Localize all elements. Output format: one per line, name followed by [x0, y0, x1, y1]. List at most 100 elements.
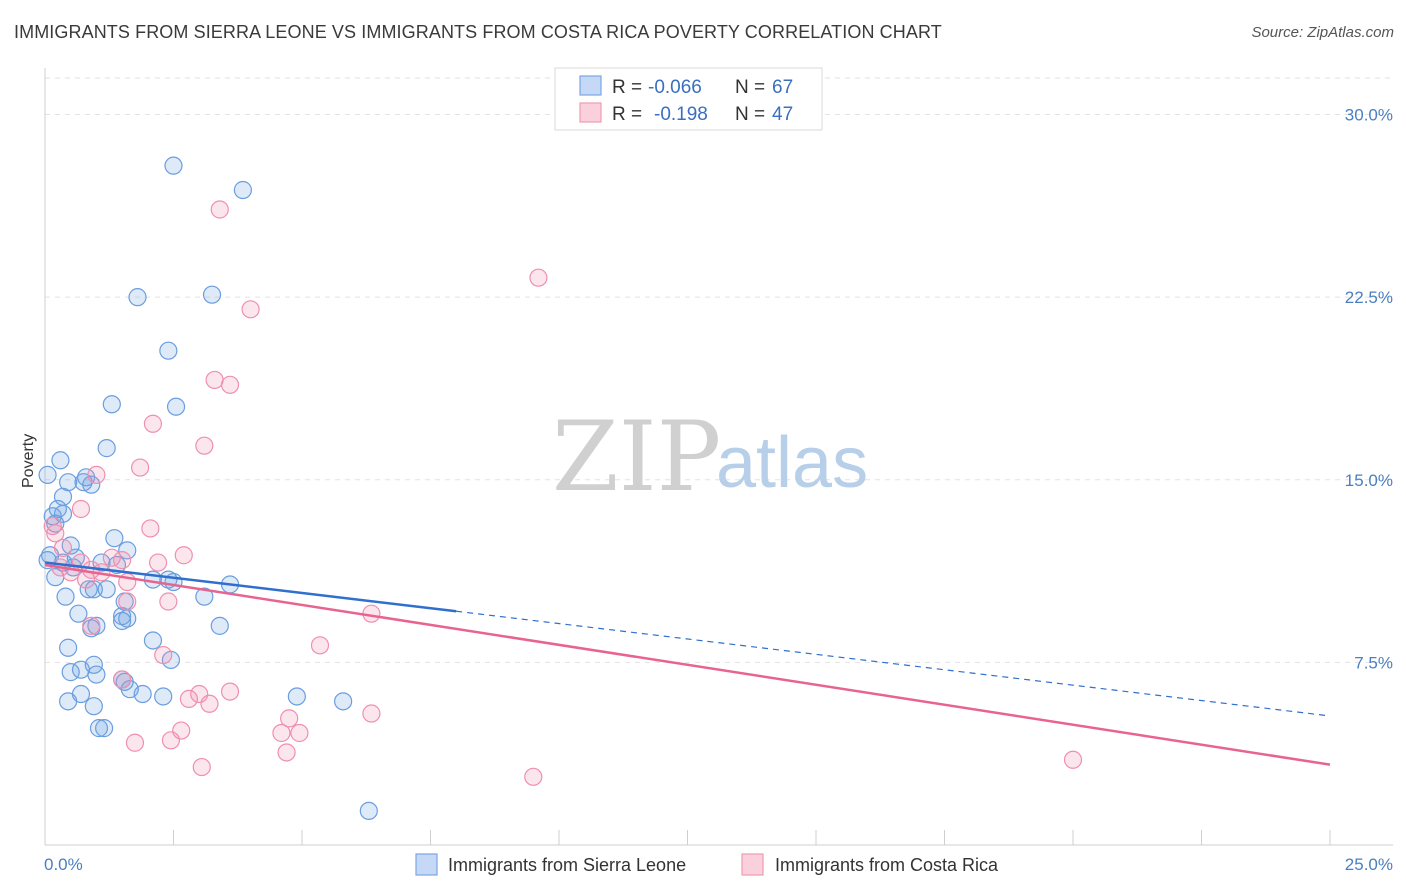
data-point-costa-rica — [210, 200, 229, 219]
y-tick-label: 30.0% — [1345, 106, 1393, 125]
data-point-sierra-leone — [359, 801, 378, 821]
data-point-costa-rica — [125, 733, 145, 752]
legend-r-value-sierra-leone: -0.066 — [648, 77, 702, 98]
data-point-costa-rica — [195, 436, 214, 455]
data-point-sierra-leone — [112, 611, 132, 631]
data-point-costa-rica — [179, 689, 199, 709]
data-point-sierra-leone — [334, 692, 353, 711]
data-point-costa-rica — [148, 553, 168, 572]
data-point-costa-rica — [174, 546, 193, 565]
data-point-sierra-leone — [59, 638, 78, 657]
data-point-sierra-leone — [195, 587, 214, 606]
data-point-costa-rica — [205, 370, 224, 390]
legend-n-value-costa-rica: 47 — [772, 104, 793, 125]
x-tick-labels: 0.0% 25.0% — [44, 855, 1393, 874]
data-point-costa-rica — [280, 709, 299, 728]
data-point-sierra-leone — [154, 687, 173, 706]
data-point-costa-rica — [46, 524, 65, 543]
y-tick-label: 22.5% — [1345, 288, 1393, 307]
legend-n-value-sierra-leone: 67 — [772, 77, 793, 98]
data-point-costa-rica — [71, 499, 91, 519]
legend-r-label: R = — [612, 104, 642, 125]
trend-line-sierra-leone — [44, 561, 457, 613]
y-tick-label: 7.5% — [1354, 653, 1393, 672]
data-point-costa-rica — [310, 636, 330, 655]
x-tick-label: 0.0% — [44, 855, 83, 874]
data-point-sierra-leone — [97, 580, 116, 599]
grid-lines — [45, 77, 1393, 663]
data-point-costa-rica — [529, 268, 548, 287]
data-point-sierra-leone — [95, 719, 114, 738]
data-point-costa-rica — [53, 538, 73, 558]
data-point-sierra-leone — [164, 156, 183, 175]
data-point-costa-rica — [143, 414, 163, 433]
data-point-costa-rica — [87, 465, 106, 484]
data-point-sierra-leone — [92, 553, 111, 572]
watermark-atlas: atlas — [716, 423, 868, 503]
data-point-costa-rica — [220, 682, 240, 701]
data-point-sierra-leone — [84, 580, 103, 599]
data-point-costa-rica — [220, 375, 240, 394]
legend-r-value-costa-rica: -0.198 — [654, 104, 708, 125]
series-sierra-leone — [38, 156, 378, 821]
legend-r-label: R = — [612, 77, 642, 98]
data-point-sierra-leone — [118, 541, 137, 560]
data-point-sierra-leone — [128, 288, 147, 307]
trend-line-sierra-leone-extension — [456, 610, 1331, 717]
bottom-legend-swatch-sierra-leone — [415, 853, 438, 876]
data-point-sierra-leone — [46, 514, 65, 533]
watermark-zip: ZIP — [552, 401, 721, 513]
series-costa-rica — [43, 200, 1083, 786]
data-point-costa-rica — [118, 592, 137, 611]
legend-swatch-sierra-leone — [579, 75, 602, 96]
data-point-costa-rica — [524, 767, 543, 786]
data-point-sierra-leone — [143, 631, 163, 650]
data-point-costa-rica — [154, 645, 173, 665]
data-point-sierra-leone — [38, 465, 57, 484]
data-point-sierra-leone — [56, 587, 75, 606]
data-point-costa-rica — [43, 516, 62, 536]
data-point-sierra-leone — [133, 684, 152, 704]
data-point-costa-rica — [159, 592, 178, 611]
bottom-legend-label-sierra-leone: Immigrants from Sierra Leone — [448, 855, 686, 875]
y-tick-labels: 7.5% 15.0% 22.5% 30.0% — [1345, 106, 1393, 673]
data-point-costa-rica — [192, 757, 211, 777]
data-point-costa-rica — [272, 723, 291, 743]
legend-n-label: N = — [735, 104, 765, 125]
source-credit: Source: ZipAtlas.com — [1251, 24, 1394, 41]
data-point-costa-rica — [290, 723, 309, 743]
y-axis-label: Poverty — [20, 434, 37, 488]
data-point-costa-rica — [130, 458, 150, 477]
data-point-sierra-leone — [233, 180, 252, 200]
data-point-costa-rica — [1063, 750, 1083, 769]
legend-n-label: N = — [735, 77, 765, 98]
bottom-legend-label-costa-rica: Immigrants from Costa Rica — [775, 855, 999, 875]
data-point-sierra-leone — [105, 529, 124, 548]
data-point-sierra-leone — [84, 697, 103, 716]
legend-swatch-costa-rica — [579, 102, 602, 123]
data-point-sierra-leone — [102, 395, 121, 414]
bottom-legend-swatch-costa-rica — [741, 853, 764, 876]
data-point-sierra-leone — [51, 451, 70, 470]
data-point-costa-rica — [362, 704, 381, 723]
data-point-costa-rica — [112, 670, 132, 689]
data-point-sierra-leone — [87, 665, 106, 684]
data-point-sierra-leone — [202, 285, 222, 304]
data-point-sierra-leone — [97, 439, 116, 458]
data-point-costa-rica — [200, 694, 219, 713]
y-tick-label: 15.0% — [1345, 471, 1393, 490]
chart-title: IMMIGRANTS FROM SIERRA LEONE VS IMMIGRAN… — [14, 22, 942, 42]
data-point-costa-rica — [241, 300, 260, 319]
data-point-sierra-leone — [89, 719, 109, 738]
data-point-sierra-leone — [166, 397, 186, 416]
trend-line-costa-rica — [44, 563, 1331, 766]
data-point-sierra-leone — [71, 660, 91, 679]
x-tick-label: 25.0% — [1345, 855, 1393, 874]
data-point-costa-rica — [161, 731, 181, 750]
data-point-costa-rica — [77, 570, 96, 589]
correlation-legend: R = -0.066 N = 67 R = -0.198 N = 47 — [554, 67, 823, 131]
data-point-sierra-leone — [69, 604, 88, 623]
data-point-costa-rica — [112, 551, 132, 570]
axes — [44, 68, 1393, 846]
